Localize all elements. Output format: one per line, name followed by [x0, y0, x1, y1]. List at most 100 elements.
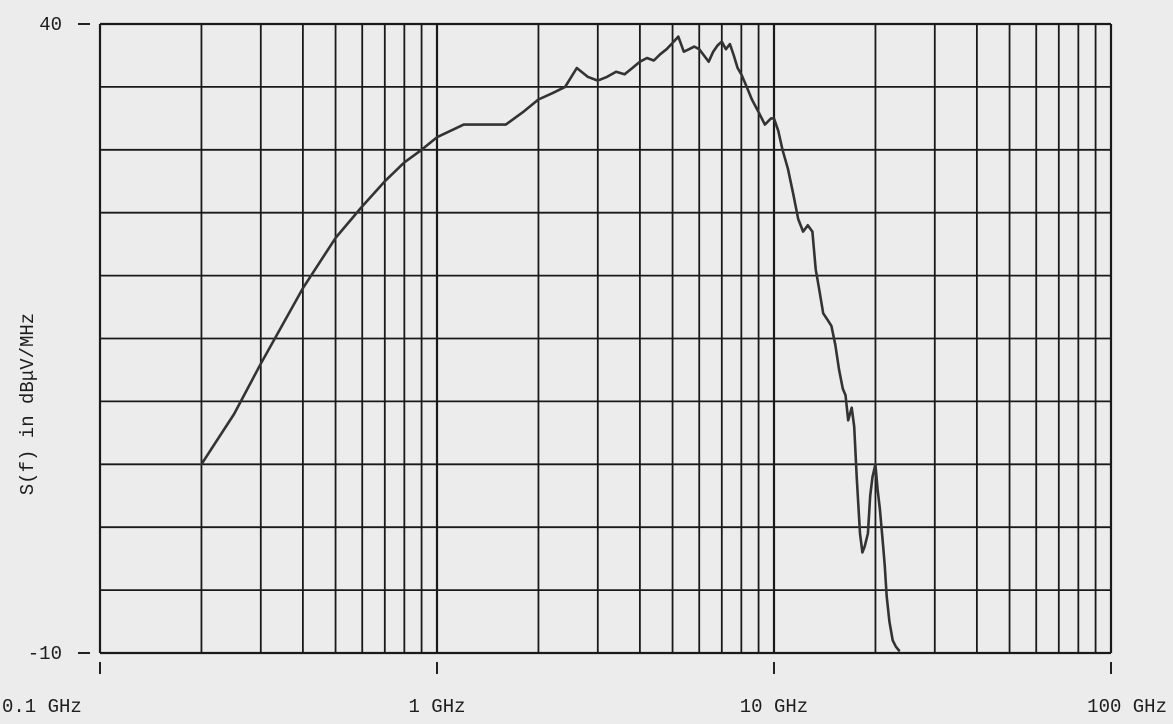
data-point [822, 312, 825, 315]
data-point [898, 649, 900, 652]
data-point [757, 111, 760, 113]
data-point [764, 123, 766, 126]
data-point [867, 532, 869, 535]
data-point [888, 620, 891, 623]
series-layer [200, 35, 901, 652]
data-point [703, 54, 705, 57]
data-point [874, 463, 877, 466]
data-point [646, 57, 648, 59]
data-point [233, 413, 236, 415]
data-point [677, 35, 680, 38]
data-point [712, 50, 715, 53]
x-tick-label: 1 GHz [408, 696, 465, 718]
data-point [855, 476, 858, 478]
data-point [682, 50, 685, 53]
data-point [841, 387, 844, 390]
data-point [383, 180, 386, 183]
data-point [606, 75, 609, 78]
data-point [878, 507, 881, 510]
data-point [623, 73, 626, 76]
data-point [850, 406, 853, 409]
grid [98, 22, 1113, 655]
data-point [693, 45, 696, 48]
data-point [844, 394, 847, 396]
data-point [814, 268, 817, 271]
data-point [615, 70, 617, 73]
data-point [885, 595, 888, 598]
data-point [895, 645, 897, 648]
data-point [688, 48, 690, 51]
data-point [639, 60, 641, 63]
data-point [881, 538, 884, 541]
data-point [698, 48, 701, 51]
data-point [818, 287, 820, 290]
data-point [665, 48, 668, 51]
data-point [891, 639, 894, 642]
data-point [659, 53, 662, 56]
data-point [847, 419, 850, 422]
data-point [802, 230, 804, 233]
data-point [403, 161, 406, 164]
data-point [200, 463, 203, 466]
data-point [551, 92, 554, 95]
data-point [522, 111, 524, 113]
data-point [777, 130, 780, 132]
data-point [838, 369, 840, 371]
data-point [806, 224, 809, 227]
data-point [720, 40, 723, 43]
y-axis-label: S(f) in dBμV/MHz [17, 313, 39, 495]
data-point [586, 75, 589, 78]
data-point [797, 218, 800, 220]
data-point [537, 98, 540, 101]
data-point [830, 325, 833, 327]
data-point [773, 117, 775, 120]
series-line [200, 35, 901, 652]
data-point [871, 476, 874, 478]
data-point [671, 42, 674, 44]
y-tick-label: -10 [28, 643, 62, 665]
data-point [436, 136, 438, 139]
data-point [751, 98, 753, 101]
y-tick-label: 40 [39, 14, 62, 36]
data-point [259, 362, 262, 365]
data-point [745, 86, 748, 88]
data-point [883, 564, 886, 566]
data-point [853, 425, 856, 428]
data-point [781, 148, 784, 151]
data-point [462, 123, 465, 126]
data-point [869, 494, 872, 497]
data-point [716, 44, 719, 47]
tick-layer: 40 -10 0.1 GHz 1 GHz 10 GHz 100 GHz [2, 14, 1167, 718]
data-point [863, 545, 866, 547]
data-point [834, 343, 837, 346]
data-point [876, 488, 879, 491]
data-point [652, 59, 655, 62]
data-point [861, 551, 864, 554]
data-point [575, 67, 578, 69]
data-point [811, 230, 814, 233]
x-tick-label: 10 GHz [740, 696, 808, 718]
x-tick-label: 0.1 GHz [2, 696, 82, 718]
data-point [485, 123, 488, 126]
data-point [736, 67, 739, 69]
data-point [732, 54, 735, 57]
data-point [729, 43, 731, 45]
data-point [787, 167, 789, 170]
data-point [707, 60, 710, 63]
data-point [361, 205, 364, 208]
data-point [859, 532, 861, 535]
data-point [504, 123, 507, 126]
data-point [792, 192, 795, 195]
data-point [596, 79, 599, 82]
data-point [826, 318, 829, 321]
x-tick-label: 100 GHz [1087, 696, 1167, 718]
data-point [334, 237, 337, 239]
data-point [631, 67, 634, 69]
data-point [725, 48, 727, 51]
data-point [564, 86, 566, 88]
data-point [770, 117, 772, 120]
data-point [420, 148, 423, 151]
data-point [302, 287, 304, 290]
